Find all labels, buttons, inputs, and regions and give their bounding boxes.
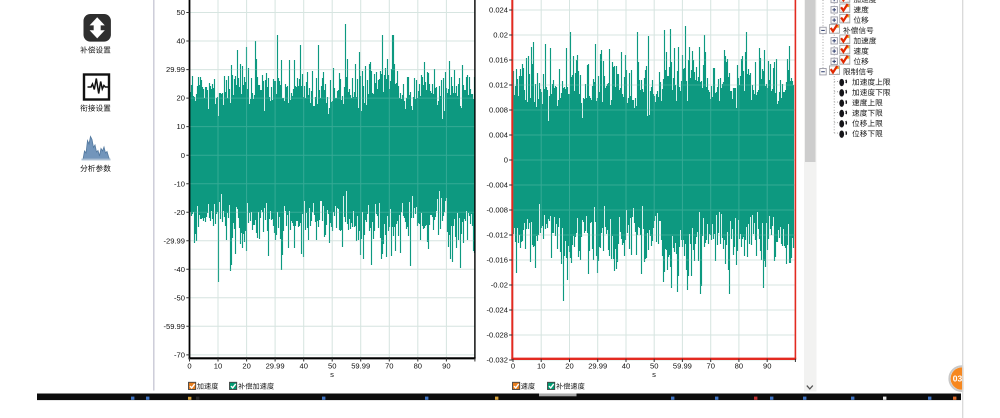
- svg-text:0: 0: [504, 156, 508, 165]
- svg-text:29.99: 29.99: [588, 362, 607, 371]
- svg-text:0.016: 0.016: [489, 56, 508, 65]
- svg-text:-50: -50: [174, 293, 185, 302]
- svg-text:70: 70: [385, 362, 393, 371]
- svg-text:0.02: 0.02: [493, 31, 508, 40]
- svg-text:10: 10: [214, 362, 222, 371]
- svg-text:29.99: 29.99: [166, 65, 185, 74]
- svg-text:40: 40: [177, 37, 185, 46]
- svg-text:0.012: 0.012: [489, 81, 508, 90]
- svg-text:-0.012: -0.012: [486, 231, 508, 240]
- svg-text:-0.032: -0.032: [486, 356, 508, 365]
- svg-text:0: 0: [187, 362, 191, 371]
- svg-text:0.024: 0.024: [489, 6, 508, 15]
- svg-text:40: 40: [299, 362, 307, 371]
- svg-text:-29.99: -29.99: [163, 236, 185, 245]
- svg-text:10: 10: [177, 122, 185, 131]
- svg-text:59.99: 59.99: [351, 362, 370, 371]
- svg-text:03: 03: [953, 374, 963, 384]
- svg-text:40: 40: [622, 362, 630, 371]
- svg-text:s: s: [330, 370, 334, 379]
- svg-text:0.008: 0.008: [489, 106, 508, 115]
- svg-text:-70: -70: [174, 351, 185, 360]
- svg-text:20: 20: [242, 362, 250, 371]
- svg-text:80: 80: [414, 362, 422, 371]
- svg-text:50: 50: [328, 362, 336, 371]
- svg-text:80: 80: [735, 362, 743, 371]
- svg-text:20: 20: [565, 362, 573, 371]
- svg-text:0: 0: [181, 151, 185, 160]
- svg-text:50: 50: [177, 8, 185, 17]
- svg-text:20: 20: [177, 94, 185, 103]
- svg-text:-0.024: -0.024: [486, 306, 508, 315]
- svg-text:29.99: 29.99: [266, 362, 285, 371]
- svg-text:-0.016: -0.016: [486, 256, 508, 265]
- svg-text:-20: -20: [174, 208, 185, 217]
- svg-text:-0.02: -0.02: [491, 281, 508, 290]
- svg-text:59.99: 59.99: [673, 362, 692, 371]
- svg-text:70: 70: [706, 362, 714, 371]
- svg-text:0.004: 0.004: [489, 131, 508, 140]
- svg-text:-40: -40: [174, 265, 185, 274]
- svg-text:-0.028: -0.028: [486, 331, 508, 340]
- svg-text:-10: -10: [174, 179, 185, 188]
- svg-text:-59.99: -59.99: [163, 322, 185, 331]
- svg-text:10: 10: [537, 362, 545, 371]
- svg-text:-0.008: -0.008: [486, 206, 508, 215]
- svg-text:50: 50: [650, 362, 658, 371]
- svg-text:-0.004: -0.004: [486, 181, 508, 190]
- svg-text:90: 90: [763, 362, 771, 371]
- svg-text:90: 90: [442, 362, 450, 371]
- svg-text:s: s: [652, 370, 656, 379]
- svg-text:0: 0: [511, 362, 515, 371]
